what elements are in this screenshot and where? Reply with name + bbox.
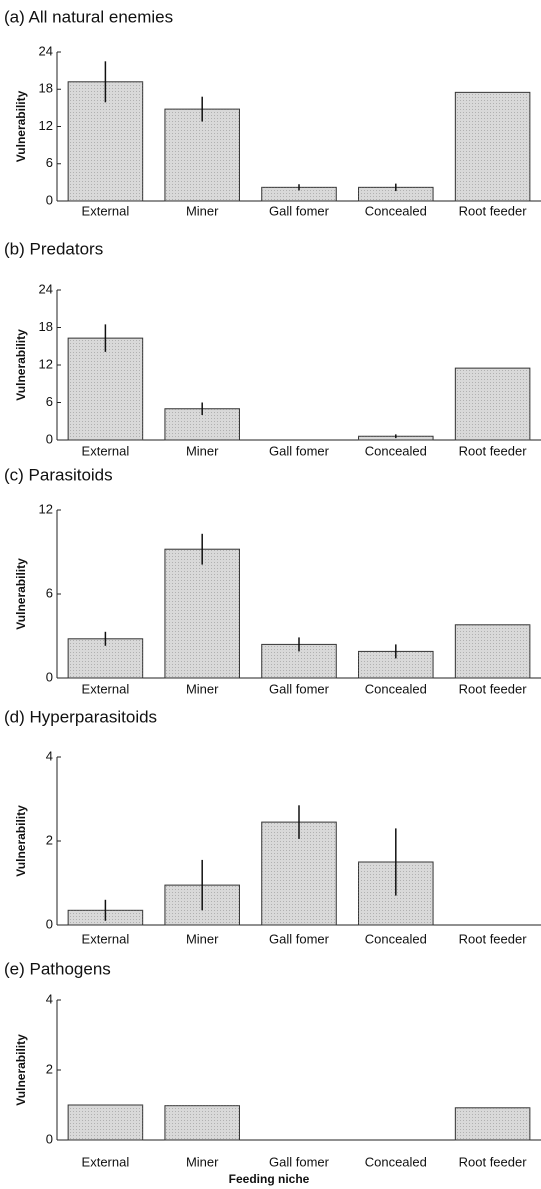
y-tick-label: 0 (46, 1131, 53, 1146)
y-tick-label: 12 (39, 118, 53, 133)
y-tick-label: 0 (46, 916, 53, 931)
bar-texture (455, 624, 530, 678)
x-tick-label: External (82, 931, 130, 946)
x-tick-label: Concealed (365, 681, 427, 696)
bar-texture (164, 109, 240, 201)
bar-texture (164, 1105, 240, 1140)
bar-texture (164, 549, 240, 678)
x-tick-label: External (82, 1154, 130, 1169)
x-tick-label: Concealed (365, 1154, 427, 1169)
x-tick-label: Root feeder (459, 681, 528, 696)
y-tick-label: 18 (39, 81, 53, 96)
y-axis-label: Vulnerability (14, 1034, 28, 1106)
y-tick-label: 6 (46, 585, 53, 600)
y-tick-label: 18 (39, 319, 53, 334)
x-tick-label: Miner (186, 681, 219, 696)
x-tick-label: Miner (186, 443, 219, 458)
y-axis-label: Vulnerability (14, 805, 28, 877)
x-tick-label: Miner (186, 203, 219, 218)
y-tick-label: 12 (39, 501, 53, 516)
x-tick-label: Gall fomer (269, 1154, 330, 1169)
chart-title: (d) Hyperparasitoids (4, 707, 157, 726)
y-tick-label: 6 (46, 394, 53, 409)
x-tick-label: External (82, 443, 130, 458)
x-tick-label: Root feeder (459, 443, 528, 458)
x-tick-label: Gall fomer (269, 681, 330, 696)
y-tick-label: 24 (39, 43, 53, 58)
x-tick-label: Miner (186, 1154, 219, 1169)
bar-texture (261, 187, 337, 201)
y-axis-label: Vulnerability (14, 90, 28, 162)
y-tick-label: 6 (46, 155, 53, 170)
x-tick-label: Gall fomer (269, 931, 330, 946)
x-tick-label: Gall fomer (269, 203, 330, 218)
x-tick-label: Miner (186, 931, 219, 946)
x-tick-label: External (82, 203, 130, 218)
y-axis-label: Vulnerability (14, 329, 28, 401)
x-tick-label: Root feeder (459, 203, 528, 218)
y-tick-label: 0 (46, 431, 53, 446)
bar-texture (68, 1105, 143, 1140)
x-tick-label: Concealed (365, 931, 427, 946)
bar-texture (68, 338, 143, 440)
y-tick-label: 4 (46, 748, 53, 763)
x-tick-label: Gall fomer (269, 443, 330, 458)
x-axis-label: Feeding niche (229, 1172, 310, 1186)
y-tick-label: 0 (46, 669, 53, 684)
chart-title: (b) Predators (4, 239, 103, 258)
y-tick-label: 24 (39, 281, 53, 296)
y-tick-label: 4 (46, 991, 53, 1006)
x-tick-label: Root feeder (459, 931, 528, 946)
y-tick-label: 0 (46, 192, 53, 207)
bar-texture (455, 92, 530, 201)
chart-title: (e) Pathogens (4, 959, 111, 978)
x-tick-label: External (82, 681, 130, 696)
y-tick-label: 12 (39, 356, 53, 371)
x-tick-label: Concealed (365, 443, 427, 458)
bar-texture (358, 187, 434, 201)
y-axis-label: Vulnerability (14, 558, 28, 630)
bar-texture (455, 368, 530, 440)
bar-texture (455, 1107, 530, 1140)
x-tick-label: Concealed (365, 203, 427, 218)
x-tick-label: Root feeder (459, 1154, 528, 1169)
y-tick-label: 2 (46, 1061, 53, 1076)
chart-title: (c) Parasitoids (4, 465, 113, 484)
bar-texture (261, 822, 337, 925)
y-tick-label: 2 (46, 832, 53, 847)
chart-title: (a) All natural enemies (4, 7, 173, 26)
